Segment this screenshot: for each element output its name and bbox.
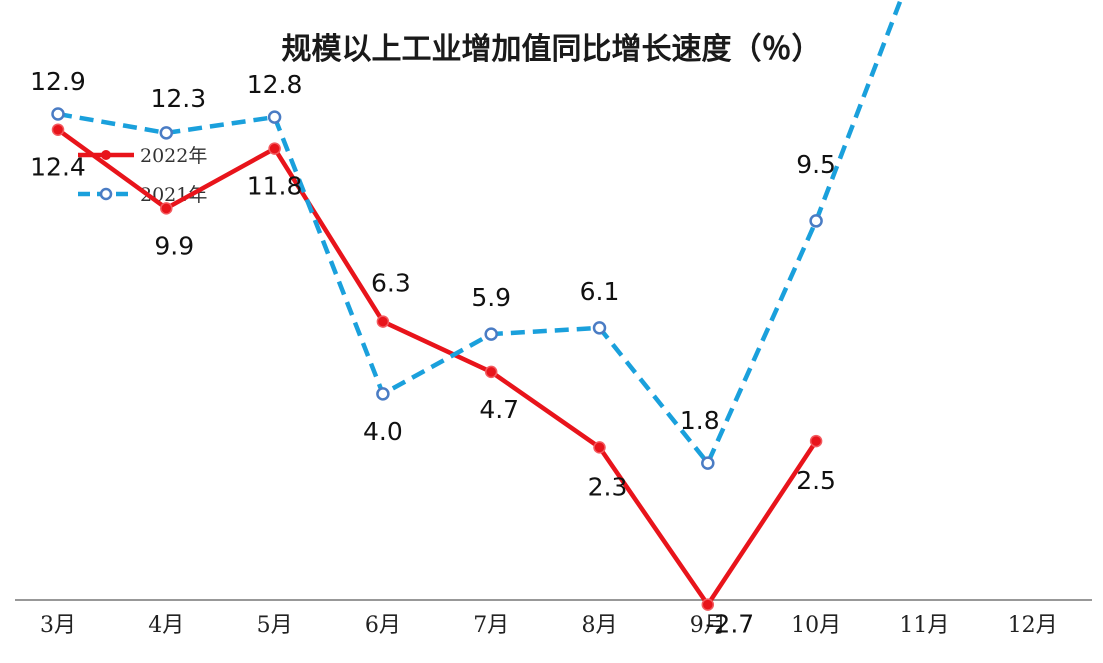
data-point-marker xyxy=(592,321,607,335)
x-tick-label: 12月 xyxy=(1008,613,1058,638)
data-label: 1.8 xyxy=(680,406,720,435)
data-label: 11.8 xyxy=(247,172,303,201)
data-label: 9.5 xyxy=(796,150,836,179)
x-tick-label: 7月 xyxy=(473,613,509,638)
data-point-marker xyxy=(160,202,173,215)
data-label: 12.4 xyxy=(30,153,86,182)
data-point-marker xyxy=(376,387,390,401)
series-line-2022 xyxy=(55,127,819,607)
legend-marker xyxy=(101,150,111,160)
data-label: 9.9 xyxy=(154,231,194,260)
data-label: 12.9 xyxy=(30,67,86,96)
data-point-marker xyxy=(51,123,65,136)
data-label: 12.3 xyxy=(150,84,206,113)
data-label: 6.3 xyxy=(371,269,411,298)
data-point-marker xyxy=(484,327,498,341)
data-label: 5.9 xyxy=(471,283,511,312)
data-point-marker xyxy=(159,126,174,140)
data-point-marker xyxy=(809,214,823,228)
x-tick-label: 10月 xyxy=(791,613,841,638)
data-point-marker xyxy=(376,315,390,328)
x-tick-label: 11月 xyxy=(899,613,949,638)
x-tick-label: 8月 xyxy=(582,613,618,638)
series-line-2021 xyxy=(57,0,904,466)
data-point-marker xyxy=(267,110,282,124)
data-point-marker xyxy=(51,107,65,121)
x-tick-labels: 3月 4月 5月 6月 7月 8月 9月 10月 11月 12月 xyxy=(40,613,1058,638)
data-label: 2.5 xyxy=(796,466,836,495)
data-point-marker xyxy=(484,365,498,379)
data-label: 12.8 xyxy=(247,70,303,99)
series-markers xyxy=(51,107,823,611)
data-point-marker xyxy=(701,456,715,470)
data-label: 4.0 xyxy=(363,417,403,446)
x-tick-label: 3月 xyxy=(40,613,76,638)
legend-marker xyxy=(99,187,113,201)
data-label: 2.3 xyxy=(588,472,628,501)
data-label: 4.7 xyxy=(479,395,519,424)
data-label: 6.1 xyxy=(580,277,620,306)
x-tick-label: 4月 xyxy=(148,613,184,638)
data-labels: 12.4 9.9 11.8 6.3 4.7 2.3 -2.7 2.5 12.9 12.3 12.8 4… xyxy=(30,67,836,639)
series-lines xyxy=(55,0,904,607)
x-tick-label: 5月 xyxy=(257,613,293,638)
chart-title: 规模以上工业增加值同比增长速度（％） xyxy=(281,32,822,67)
data-point-marker xyxy=(701,598,715,611)
x-tick-label: 9月 xyxy=(690,613,726,638)
data-point-marker xyxy=(268,142,281,155)
data-point-marker xyxy=(809,434,823,448)
data-point-marker xyxy=(593,441,606,454)
x-tick-label: 6月 xyxy=(365,613,401,638)
data-label: -2.7 xyxy=(705,610,754,639)
legend-label: 2022年 xyxy=(140,145,207,167)
